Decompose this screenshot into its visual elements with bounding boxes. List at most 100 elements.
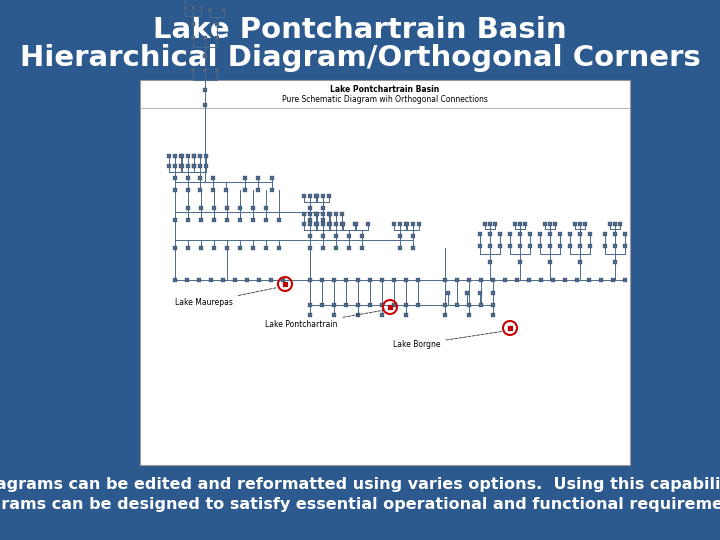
- Bar: [356, 303, 360, 307]
- Bar: [315, 194, 319, 198]
- Bar: [308, 313, 312, 317]
- Bar: [587, 278, 591, 282]
- Bar: [212, 206, 216, 210]
- Bar: [397, 246, 402, 250]
- Bar: [360, 246, 364, 250]
- Bar: [479, 278, 483, 282]
- Bar: [411, 246, 415, 250]
- Bar: [192, 164, 196, 168]
- Bar: [332, 278, 336, 282]
- Bar: [215, 22, 219, 26]
- Bar: [467, 313, 471, 317]
- Bar: [528, 244, 532, 248]
- Bar: [314, 222, 318, 226]
- Bar: [608, 222, 612, 226]
- Bar: [443, 278, 447, 282]
- Bar: [314, 212, 318, 216]
- Bar: [314, 194, 318, 198]
- Bar: [623, 278, 627, 282]
- Bar: [251, 246, 255, 250]
- Bar: [603, 232, 607, 236]
- Bar: [613, 260, 617, 264]
- Bar: [347, 234, 351, 238]
- Bar: [225, 206, 229, 210]
- Bar: [411, 234, 415, 238]
- Bar: [503, 278, 507, 282]
- Bar: [264, 206, 268, 210]
- Bar: [308, 206, 312, 210]
- Bar: [197, 278, 201, 282]
- Bar: [203, 68, 207, 72]
- Bar: [455, 278, 459, 282]
- Bar: [225, 246, 229, 250]
- Bar: [270, 176, 274, 180]
- Bar: [568, 244, 572, 248]
- Text: Lake Pontchartrain: Lake Pontchartrain: [265, 310, 382, 329]
- Text: diagrams can be designed to satisfy essential operational and functional require: diagrams can be designed to satisfy esse…: [0, 496, 720, 511]
- Bar: [498, 232, 503, 236]
- Text: Lake Pontchartrain Basin: Lake Pontchartrain Basin: [153, 16, 567, 44]
- Bar: [392, 303, 396, 307]
- Bar: [204, 154, 208, 158]
- Bar: [548, 232, 552, 236]
- Bar: [611, 278, 615, 282]
- Bar: [392, 222, 396, 226]
- Bar: [281, 278, 285, 282]
- Bar: [548, 244, 552, 248]
- Bar: [320, 278, 324, 282]
- Bar: [238, 206, 242, 210]
- Bar: [179, 154, 183, 158]
- Bar: [222, 8, 226, 12]
- Bar: [603, 244, 607, 248]
- Bar: [573, 222, 577, 226]
- Bar: [321, 212, 325, 216]
- Bar: [308, 234, 312, 238]
- Bar: [548, 222, 552, 226]
- Bar: [551, 278, 555, 282]
- Bar: [198, 188, 202, 192]
- Bar: [577, 244, 582, 248]
- Bar: [264, 218, 268, 222]
- Bar: [577, 232, 582, 236]
- Bar: [308, 246, 312, 250]
- Bar: [302, 212, 306, 216]
- Bar: [224, 188, 228, 192]
- Bar: [264, 246, 268, 250]
- Bar: [167, 154, 171, 158]
- Bar: [613, 244, 617, 248]
- Bar: [180, 164, 184, 168]
- Bar: [192, 154, 196, 158]
- Bar: [321, 234, 325, 238]
- Bar: [186, 164, 190, 168]
- Bar: [315, 212, 319, 216]
- Bar: [527, 278, 531, 282]
- Bar: [327, 222, 331, 226]
- Bar: [577, 222, 582, 226]
- Bar: [212, 246, 216, 250]
- Bar: [387, 305, 392, 309]
- Bar: [308, 194, 312, 198]
- Bar: [203, 103, 207, 107]
- Bar: [186, 218, 190, 222]
- Bar: [204, 164, 208, 168]
- Bar: [327, 212, 331, 216]
- Bar: [308, 278, 312, 282]
- Bar: [618, 222, 622, 226]
- Bar: [392, 278, 396, 282]
- Bar: [491, 313, 495, 317]
- Bar: [257, 278, 261, 282]
- Bar: [518, 260, 522, 264]
- Bar: [347, 246, 351, 250]
- Bar: [558, 232, 562, 236]
- Bar: [498, 244, 503, 248]
- Bar: [183, 6, 187, 10]
- Bar: [215, 68, 219, 72]
- Bar: [340, 212, 344, 216]
- Bar: [233, 278, 237, 282]
- Bar: [203, 88, 207, 92]
- Bar: [245, 278, 249, 282]
- Bar: [368, 278, 372, 282]
- Bar: [508, 244, 512, 248]
- Bar: [238, 218, 242, 222]
- Bar: [198, 154, 202, 158]
